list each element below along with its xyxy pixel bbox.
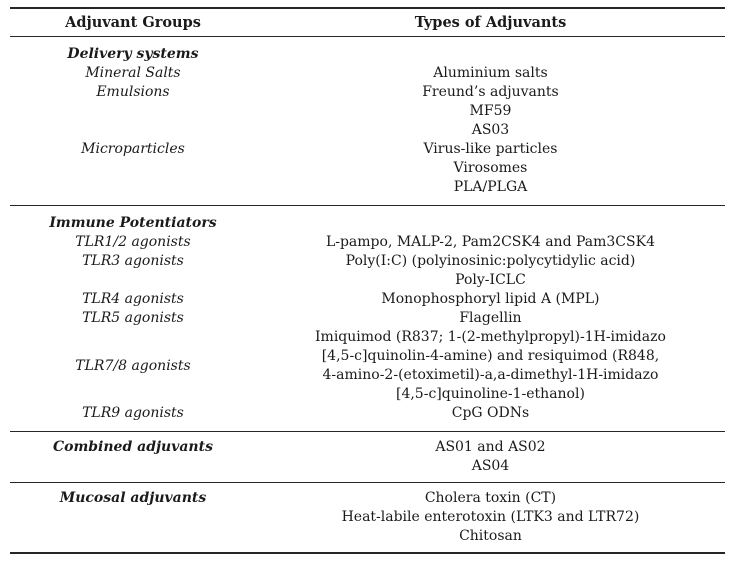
adjuvants-table: Adjuvant Groups Types of Adjuvants Deliv… (10, 7, 725, 554)
table-row: TLR7/8 agonists Imiquimod (R837; 1-(2-met… (10, 328, 725, 404)
subgroup-label: Emulsions (96, 84, 170, 100)
adjuvant-type-value: Aluminium salts (433, 65, 548, 81)
adjuvant-type-value: MF59 (469, 103, 512, 119)
adjuvant-type-value: PLA/PLGA (453, 179, 528, 195)
table-row: Mucosal adjuvants Cholera toxin (CT) Heat-… (10, 489, 725, 546)
table-row: TLR3 agonists Poly(I:C) (polyinosinic:pol… (10, 252, 725, 290)
subgroup-label: Microparticles (81, 141, 185, 157)
adjuvant-type-value: Cholera toxin (CT) (424, 490, 557, 506)
adjuvant-type-value: Freund’s adjuvants (422, 84, 559, 100)
adjuvant-types-cell: Monophosphoryl lipid A (MPL) (256, 290, 725, 309)
adjuvant-types-cell: Cholera toxin (CT) Heat-labile enterotoxi… (256, 489, 725, 546)
adjuvant-type-value: AS04 (471, 458, 510, 474)
adjuvant-type-value: Poly(I:C) (polyinosinic:polycytidylic ac… (345, 253, 636, 269)
adjuvant-type-value: AS03 (471, 122, 510, 138)
adjuvant-types-cell: L-pampo, MALP-2, Pam2CSK4 and Pam3CSK4 (256, 233, 725, 252)
adjuvant-type-value: 4-amino-2-(etoximetil)-a,a-dimethyl-1H-i… (322, 367, 659, 383)
table-row: TLR5 agonists Flagellin (10, 309, 725, 328)
adjuvant-type-value: Virus-like particles (423, 141, 558, 157)
adjuvant-types-cell: Virus-like particles Virosomes PLA/PLGA (256, 140, 725, 197)
table-row: Delivery systems (10, 45, 725, 64)
adjuvant-types-cell: Aluminium salts (256, 64, 725, 83)
table-section: Combined adjuvants AS01 and AS02 AS04 (10, 431, 725, 482)
adjuvant-type-value: CpG ODNs (451, 405, 530, 421)
adjuvant-type-value: [4,5-c]quinoline-1-ethanol) (395, 386, 585, 402)
column-header-types-of-adjuvants: Types of Adjuvants (414, 14, 567, 31)
table-row: Microparticles Virus-like particles Viroso… (10, 140, 725, 197)
table-section: Delivery systems Mineral Salts Aluminium s… (10, 37, 725, 205)
table-row: TLR9 agonists CpG ODNs (10, 404, 725, 423)
adjuvant-type-value: L-pampo, MALP-2, Pam2CSK4 and Pam3CSK4 (325, 234, 655, 250)
adjuvant-type-value: Chitosan (459, 528, 522, 544)
adjuvant-type-value: Poly-ICLC (455, 272, 526, 288)
table-row: TLR4 agonists Monophosphoryl lipid A (MPL… (10, 290, 725, 309)
table-row: Emulsions Freund’s adjuvants MF59 AS03 (10, 83, 725, 140)
adjuvant-type-value: Virosomes (453, 160, 528, 176)
table-section: Immune Potentiators TLR1/2 agonists L-pamp… (10, 205, 725, 431)
group-label: Immune Potentiators (49, 215, 217, 231)
subgroup-label: TLR9 agonists (82, 405, 184, 421)
group-label: Combined adjuvants (52, 439, 213, 455)
table-header-row: Adjuvant Groups Types of Adjuvants (10, 9, 725, 37)
adjuvant-type-value: Flagellin (459, 310, 522, 326)
subgroup-label: TLR1/2 agonists (75, 234, 191, 250)
group-label: Delivery systems (67, 46, 199, 62)
adjuvant-type-value: Imiquimod (R837; 1-(2-methylpropyl)-1H-i… (315, 329, 666, 345)
adjuvant-type-value: [4,5-c]quinolin-4-amine) and resiquimod … (321, 348, 660, 364)
table-row: Immune Potentiators (10, 214, 725, 233)
adjuvant-types-cell: Freund’s adjuvants MF59 AS03 (256, 83, 725, 140)
adjuvant-types-cell: Flagellin (256, 309, 725, 328)
table-row: TLR1/2 agonists L-pampo, MALP-2, Pam2CSK4… (10, 233, 725, 252)
adjuvant-types-cell: Poly(I:C) (polyinosinic:polycytidylic ac… (256, 252, 725, 290)
subgroup-label: TLR3 agonists (82, 253, 184, 269)
table-row: Combined adjuvants AS01 and AS02 AS04 (10, 438, 725, 476)
subgroup-label: TLR7/8 agonists (75, 357, 191, 374)
adjuvant-type-value: Heat-labile enterotoxin (LTK3 and LTR72) (341, 509, 640, 525)
adjuvant-types-cell: Imiquimod (R837; 1-(2-methylpropyl)-1H-i… (256, 328, 725, 404)
adjuvant-type-value: Monophosphoryl lipid A (MPL) (381, 291, 600, 307)
table-body: Delivery systems Mineral Salts Aluminium s… (10, 37, 725, 552)
table-row: Mineral Salts Aluminium salts (10, 64, 725, 83)
table-section: Mucosal adjuvants Cholera toxin (CT) Heat-… (10, 482, 725, 552)
subgroup-label: Mineral Salts (85, 65, 181, 81)
column-header-adjuvant-groups: Adjuvant Groups (65, 14, 201, 31)
subgroup-label: TLR4 agonists (82, 291, 184, 307)
subgroup-label: TLR5 agonists (82, 310, 184, 326)
adjuvant-type-value: AS01 and AS02 (435, 439, 546, 455)
adjuvant-types-cell: CpG ODNs (256, 404, 725, 423)
group-label: Mucosal adjuvants (59, 490, 207, 506)
adjuvant-types-cell: AS01 and AS02 AS04 (256, 438, 725, 476)
